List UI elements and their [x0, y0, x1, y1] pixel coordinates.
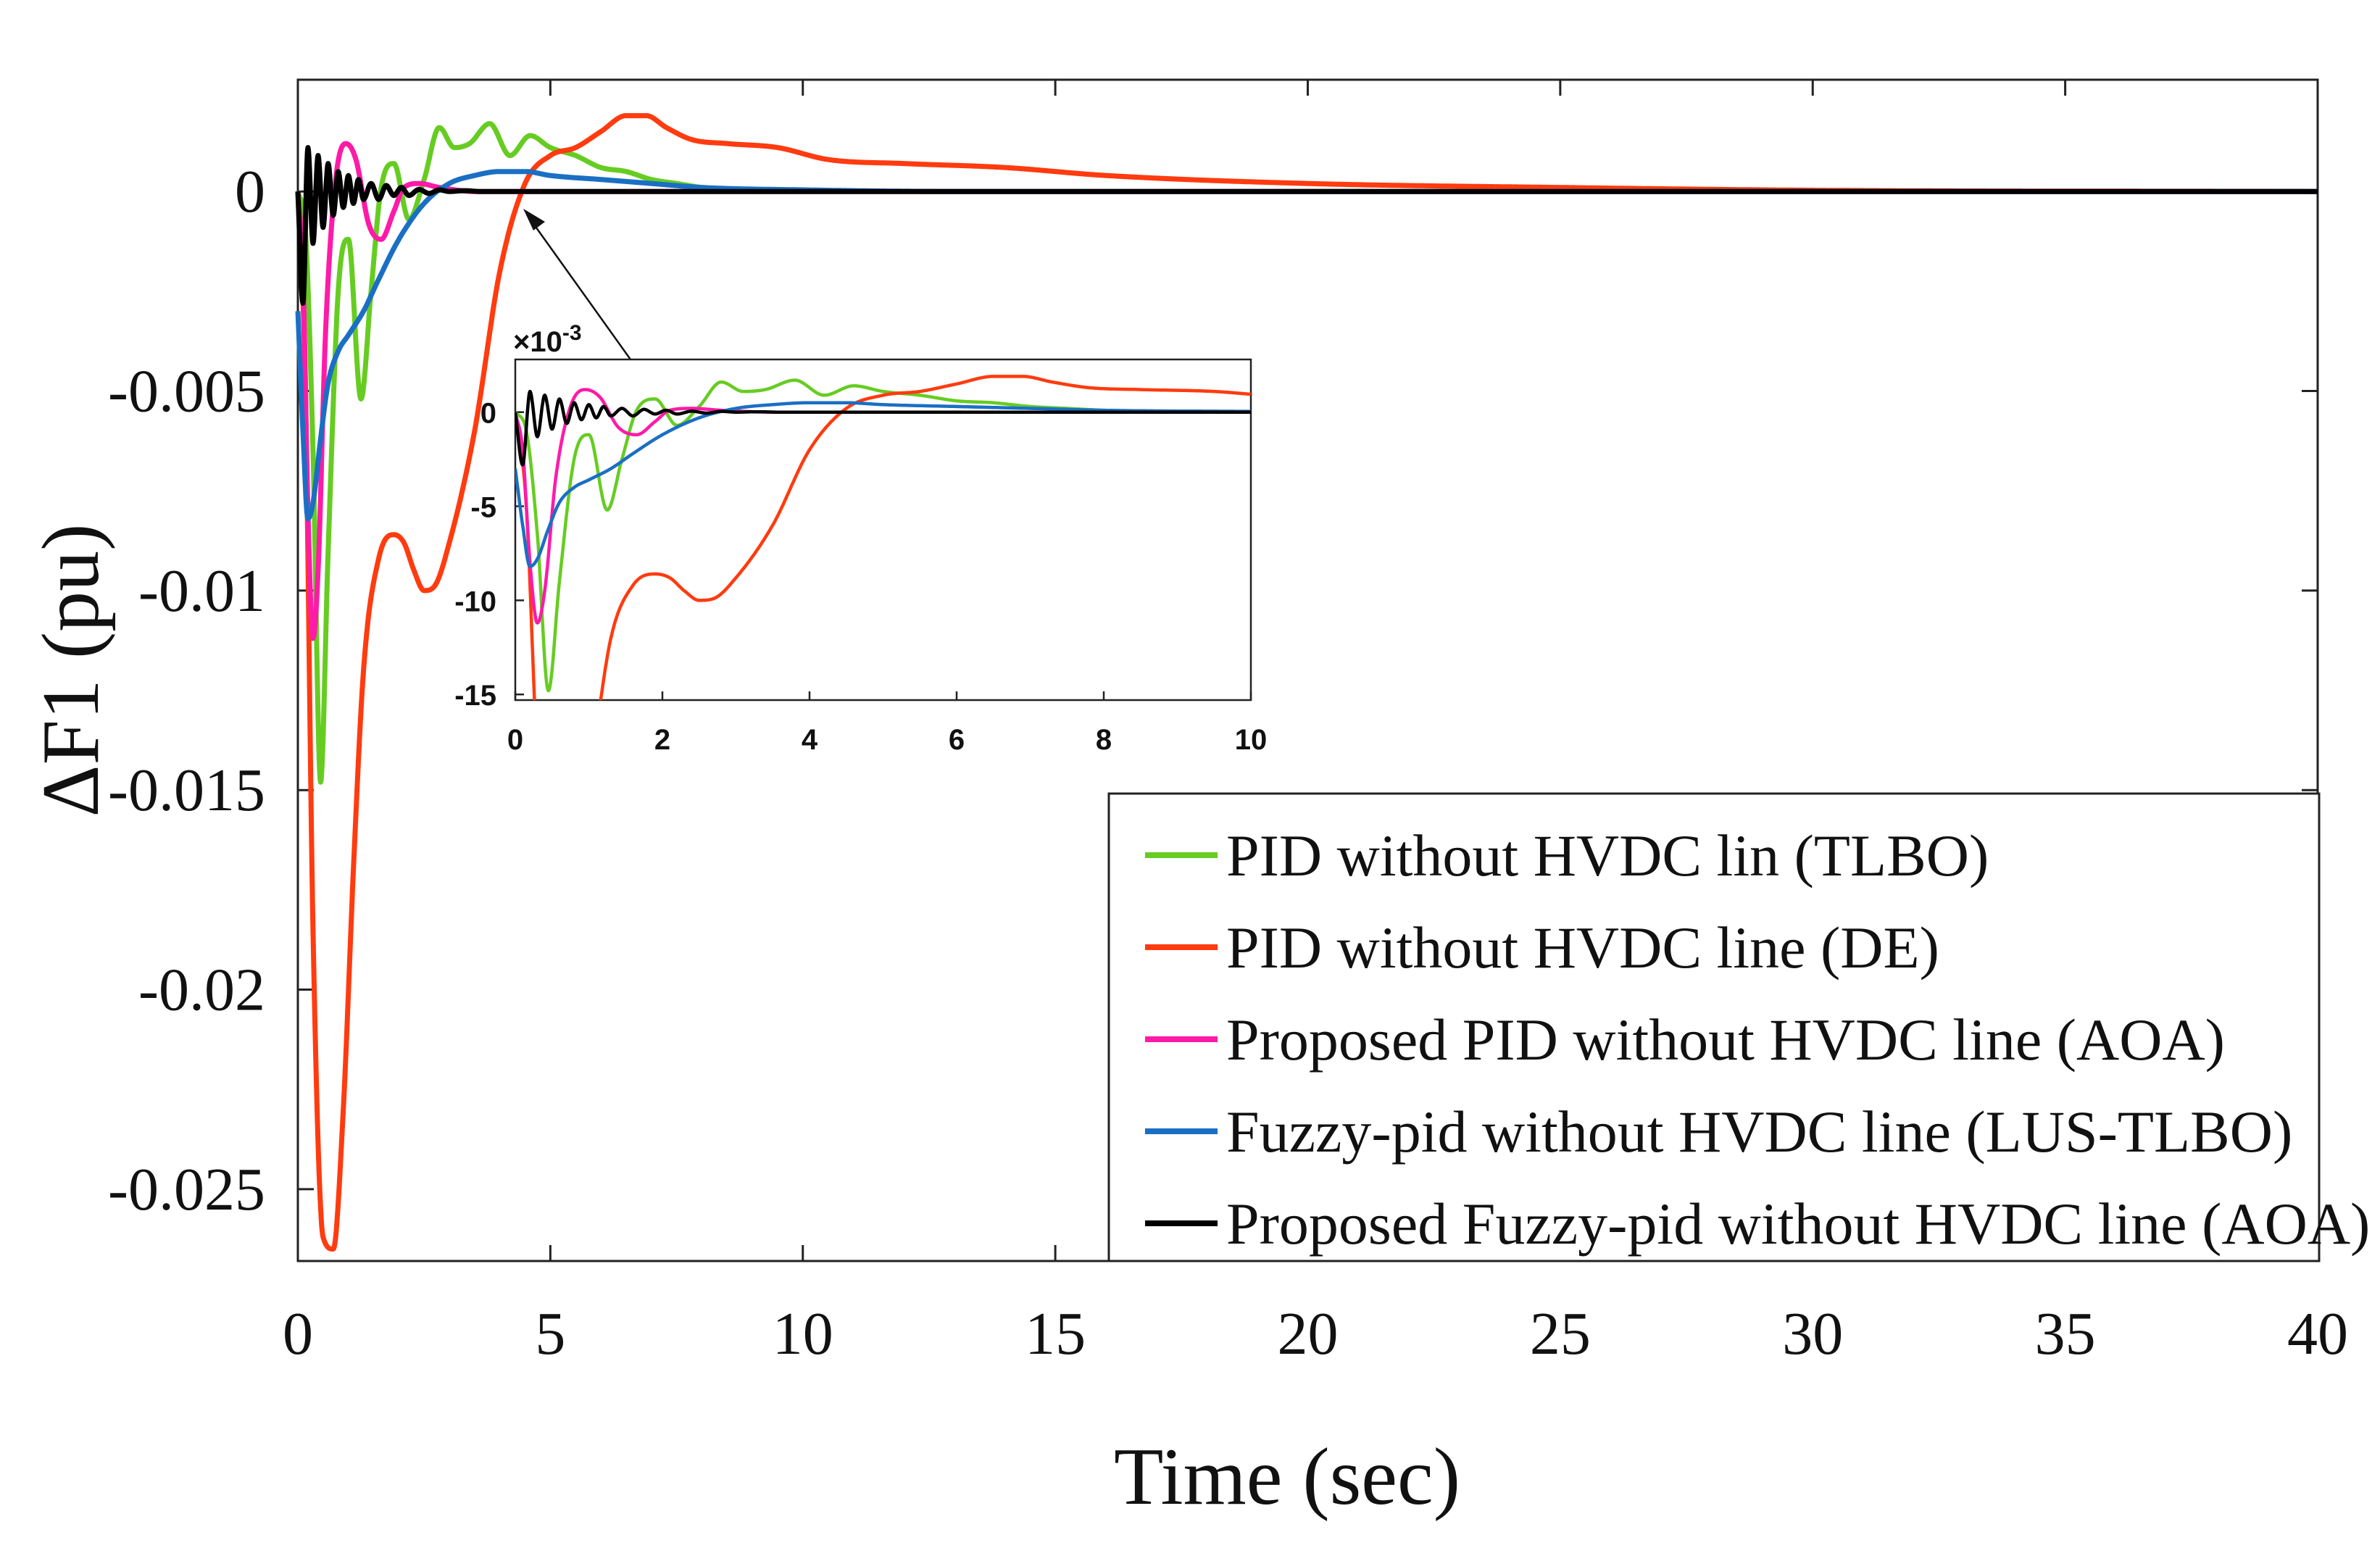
legend-item: Proposed PID without HVDC line (AOA)	[1145, 1007, 2225, 1073]
legend-item: PID without HVDC lin (TLBO)	[1145, 823, 1989, 889]
legend-label: Proposed Fuzzy-pid without HVDC line (AO…	[1226, 1191, 2370, 1257]
x-tick-label: 5	[535, 1300, 565, 1368]
y-axis-title: ΔF1 (pu)	[26, 524, 116, 817]
inset-pointer-arrow	[523, 209, 639, 370]
inset-scale-base: ×10	[513, 326, 562, 358]
x-tick-label: 30	[1782, 1300, 1843, 1368]
inset-x-tick-label: 8	[1096, 724, 1112, 756]
x-tick-label: 25	[1530, 1300, 1591, 1368]
inset-y-tick-label: -5	[470, 492, 496, 524]
inset-x-tick-label: 6	[949, 724, 965, 756]
x-tick-label: 20	[1278, 1300, 1339, 1368]
y-tick-label: -0.005	[108, 358, 265, 425]
inset-y-scale-factor: ×10-3	[513, 321, 582, 358]
y-tick-label: 0	[235, 158, 265, 225]
legend-item: Proposed Fuzzy-pid without HVDC line (AO…	[1145, 1191, 2370, 1257]
inset-x-tick-label: 10	[1235, 724, 1268, 756]
x-tick-label: 35	[2035, 1300, 2096, 1368]
legend-label: Proposed PID without HVDC line (AOA)	[1226, 1007, 2225, 1073]
y-tick-label: -0.015	[108, 757, 265, 824]
legend-label: PID without HVDC line (DE)	[1226, 915, 1939, 981]
x-axis-title: Time (sec)	[1114, 1432, 1460, 1522]
legend-label: Fuzzy-pid without HVDC line (LUS-TLBO)	[1226, 1099, 2292, 1165]
inset-x-tick-label: 2	[654, 724, 670, 756]
inset-x-tick-label: 0	[507, 724, 523, 756]
inset-plot-frame	[514, 358, 1252, 702]
series-line-5	[295, 145, 2320, 306]
y-tick-label: -0.025	[108, 1156, 265, 1223]
legend-item: PID without HVDC line (DE)	[1145, 915, 1939, 981]
inset-y-tick-label: -10	[454, 586, 496, 617]
inset-x-tick-label: 4	[802, 724, 818, 756]
inset-series-line-2	[515, 375, 1251, 700]
legend-label: PID without HVDC lin (TLBO)	[1226, 823, 1989, 889]
legend: PID without HVDC lin (TLBO) PID without H…	[1107, 792, 2370, 1262]
svg-text:×10-3: ×10-3	[513, 321, 582, 358]
y-tick-label: -0.01	[138, 557, 265, 625]
legend-item: Fuzzy-pid without HVDC line (LUS-TLBO)	[1145, 1099, 2292, 1165]
inset-scale-exponent: -3	[562, 321, 582, 345]
inset-y-tick-label: -15	[454, 680, 496, 712]
y-tick-label: -0.02	[138, 957, 265, 1024]
legend-box	[1107, 792, 2321, 1262]
x-tick-label: 0	[283, 1300, 313, 1368]
x-tick-label: 10	[773, 1300, 833, 1368]
inset-series-line-5	[515, 389, 1251, 467]
x-tick-label: 15	[1025, 1300, 1086, 1368]
x-tick-label: 40	[2287, 1300, 2348, 1368]
inset-y-tick-label: 0	[480, 398, 496, 430]
